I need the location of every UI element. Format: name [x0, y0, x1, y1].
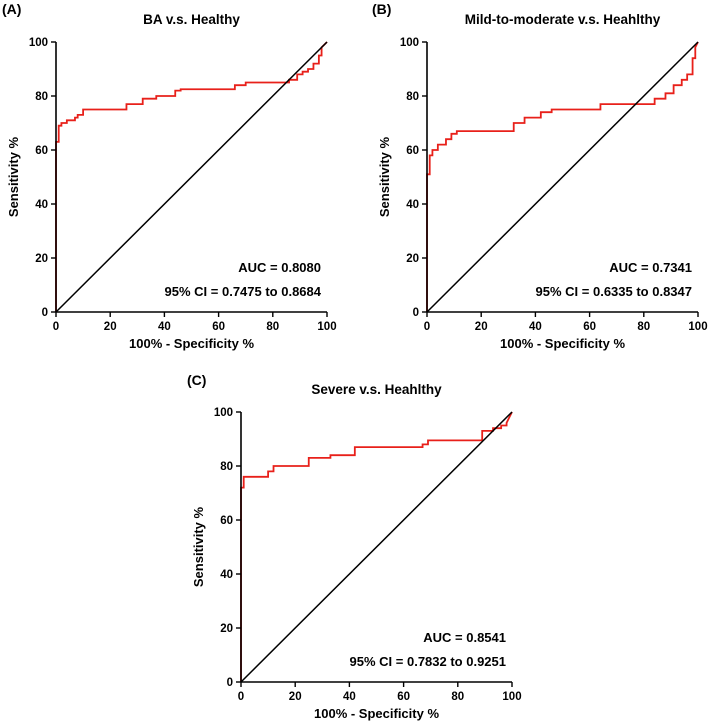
y-tick-label: 20 — [35, 253, 48, 265]
y-tick-label: 100 — [400, 37, 419, 49]
y-tick-label: 100 — [214, 407, 233, 419]
x-tick-label: 0 — [238, 691, 244, 703]
ci-annotation: 95% CI = 0.7475 to 0.8684 — [165, 284, 322, 299]
y-tick-label: 20 — [406, 253, 419, 265]
x-tick-label: 60 — [212, 321, 225, 333]
ci-annotation: 95% CI = 0.7832 to 0.9251 — [350, 654, 506, 669]
roc-curve — [240, 411, 513, 682]
x-tick-label: 40 — [529, 321, 542, 333]
chart-title: Mild-to-moderate v.s. Heahlthy — [465, 12, 661, 27]
x-tick-label: 80 — [637, 321, 650, 333]
reference-diagonal-line — [426, 41, 699, 313]
y-tick-label: 80 — [220, 461, 233, 473]
y-tick-label: 20 — [220, 623, 233, 635]
y-tick-label: 60 — [220, 515, 233, 527]
chart-title: BA v.s. Healthy — [143, 12, 240, 27]
auc-annotation: AUC = 0.8080 — [238, 260, 321, 275]
x-tick-label: 20 — [289, 691, 302, 703]
y-tick-label: 60 — [35, 145, 48, 157]
x-tick-label: 0 — [53, 321, 59, 333]
y-tick-label: 0 — [413, 307, 419, 319]
y-tick-label: 60 — [406, 145, 419, 157]
reference-diagonal-line — [240, 411, 513, 683]
x-tick-label: 80 — [451, 691, 464, 703]
y-tick-label: 0 — [227, 677, 233, 689]
y-tick-label: 40 — [406, 199, 419, 211]
y-axis-title: Sensitivity % — [377, 136, 392, 217]
roc-curve — [55, 41, 328, 312]
y-tick-label: 100 — [29, 37, 48, 49]
y-tick-label: 0 — [42, 307, 48, 319]
x-tick-label: 60 — [397, 691, 410, 703]
x-tick-label: 100 — [688, 321, 707, 333]
y-tick-label: 80 — [406, 91, 419, 103]
y-tick-label: 40 — [220, 569, 233, 581]
chart-panel-3: (C) Severe v.s. Heahlthy 0 20 40 60 80 100 0 20 40… — [187, 372, 522, 721]
x-tick-label: 100 — [502, 691, 521, 703]
auc-annotation: AUC = 0.8541 — [423, 630, 506, 645]
x-tick-label: 80 — [266, 321, 279, 333]
auc-annotation: AUC = 0.7341 — [609, 260, 692, 275]
x-tick-label: 20 — [104, 321, 117, 333]
panel-label: (C) — [187, 372, 206, 388]
x-tick-label: 100 — [317, 321, 336, 333]
roc-curve — [426, 41, 699, 312]
x-tick-label: 40 — [343, 691, 356, 703]
reference-diagonal-line — [55, 41, 328, 313]
panel-label: (B) — [372, 1, 391, 17]
x-axis-title: 100% - Specificity % — [500, 336, 625, 351]
panel-label: (A) — [2, 1, 21, 17]
y-tick-label: 40 — [35, 199, 48, 211]
chart-panel-1: (A) BA v.s. Healthy 0 20 40 60 80 100 0 20 40 60 80 1… — [2, 1, 337, 351]
chart-title: Severe v.s. Heahlthy — [311, 382, 442, 397]
y-tick-label: 80 — [35, 91, 48, 103]
x-tick-label: 0 — [424, 321, 430, 333]
y-axis-title: Sensitivity % — [6, 136, 21, 217]
x-tick-label: 20 — [475, 321, 488, 333]
x-tick-label: 40 — [158, 321, 171, 333]
ci-annotation: 95% CI = 0.6335 to 0.8347 — [536, 284, 692, 299]
y-axis-title: Sensitivity % — [191, 506, 206, 587]
x-axis-title: 100% - Specificity % — [129, 336, 254, 351]
x-axis-title: 100% - Specificity % — [314, 706, 439, 721]
x-tick-label: 60 — [583, 321, 596, 333]
chart-panel-2: (B) Mild-to-moderate v.s. Heahlthy 0 20 40 60… — [372, 1, 708, 351]
